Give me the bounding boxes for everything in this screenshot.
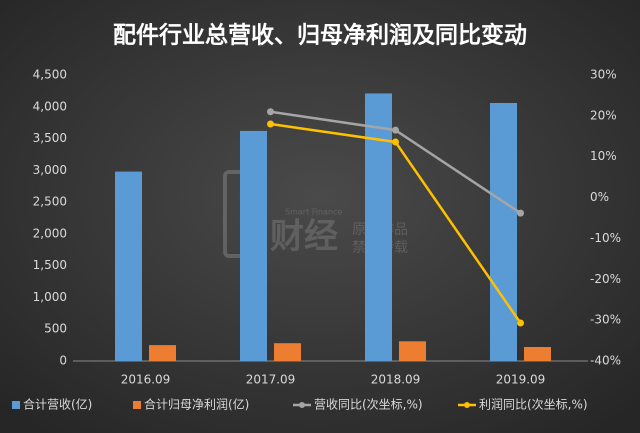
point bbox=[517, 319, 524, 327]
point bbox=[517, 209, 524, 217]
legend-label: 营收同比(次坐标,%) bbox=[314, 398, 423, 412]
point bbox=[392, 126, 399, 134]
x-tick-label: 2016.09 bbox=[121, 373, 171, 387]
watermark-text: Smart Finance bbox=[285, 208, 342, 217]
y-tick-label: 4,000 bbox=[33, 99, 67, 113]
bar bbox=[490, 102, 517, 361]
bar bbox=[149, 345, 176, 361]
legend-label: 合计营收(亿) bbox=[23, 397, 92, 412]
x-tick-label: 2017.09 bbox=[246, 373, 296, 387]
y2-tick-label: 20% bbox=[590, 108, 617, 122]
legend-swatch bbox=[464, 402, 470, 408]
chart-title: 配件行业总营收、归母净利润及同比变动 bbox=[113, 22, 527, 49]
y2-tick-label: -10% bbox=[590, 231, 621, 245]
legend-label: 合计归母净利润(亿) bbox=[144, 397, 249, 412]
legend-swatch bbox=[133, 401, 141, 409]
y2-tick-label: -30% bbox=[590, 313, 621, 327]
watermark-text: 财经 bbox=[270, 217, 338, 257]
legend-swatch bbox=[12, 401, 20, 409]
bar bbox=[365, 93, 392, 361]
x-tick-label: 2019.09 bbox=[496, 373, 546, 387]
bar bbox=[524, 347, 551, 361]
y-tick-label: 2,500 bbox=[33, 195, 67, 209]
x-tick-label: 2018.09 bbox=[371, 373, 421, 387]
bar bbox=[115, 171, 142, 361]
y2-tick-label: -20% bbox=[590, 272, 621, 286]
y-tick-label: 1,000 bbox=[33, 290, 67, 304]
point bbox=[392, 138, 399, 146]
y-tick-label: 3,000 bbox=[33, 163, 67, 177]
y-tick-label: 2,000 bbox=[33, 226, 67, 240]
y-tick-label: 3,500 bbox=[33, 131, 67, 145]
y2-tick-label: 10% bbox=[590, 149, 617, 163]
y-tick-label: 1,500 bbox=[33, 258, 67, 272]
y-tick-label: 4,500 bbox=[33, 68, 67, 82]
y-tick-label: 500 bbox=[44, 322, 67, 336]
bar bbox=[399, 341, 426, 361]
bar bbox=[240, 130, 267, 361]
y-tick-label: 0 bbox=[59, 354, 67, 368]
point bbox=[267, 108, 274, 116]
legend-swatch bbox=[299, 402, 305, 408]
bar bbox=[274, 343, 301, 361]
point bbox=[267, 120, 274, 128]
y2-tick-label: 30% bbox=[590, 68, 617, 82]
legend-label: 利润同比(次坐标,%) bbox=[479, 398, 588, 412]
y2-tick-label: -40% bbox=[590, 354, 621, 368]
y2-tick-label: 0% bbox=[590, 190, 609, 204]
